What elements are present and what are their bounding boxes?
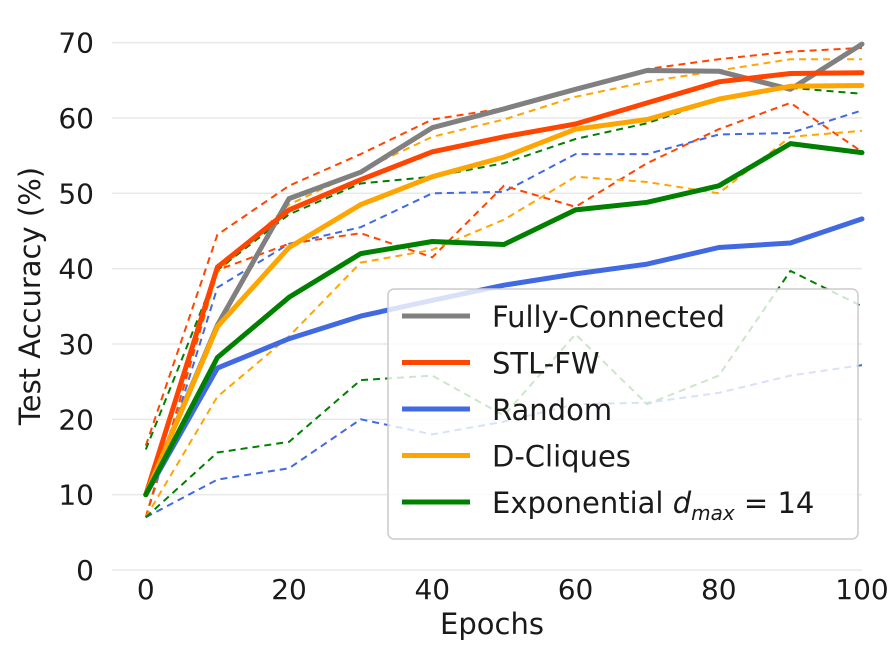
legend-label-d-cliques: D-Cliques [492,440,631,474]
y-tick-10: 10 [58,479,94,512]
series-exponential-line [143,141,865,498]
x-tick-60: 60 [558,573,594,606]
upper-bound-lines [144,46,863,518]
y-tick-70: 70 [58,27,94,60]
series-lines [143,41,865,498]
x-tick-80: 80 [701,573,737,606]
x-tick-100: 100 [835,573,888,606]
x-tick-40: 40 [414,573,450,606]
x-tick-0: 0 [137,573,155,606]
y-tick-50: 50 [58,177,94,210]
legend-items: Fully-Connected STL-FW Random D-Cliques Expo… [402,300,814,525]
x-axis-label: Epochs [440,607,544,641]
series-d-cliques-upper [144,58,862,518]
series-random-line [143,216,865,498]
x-tick-labels: 0 20 40 60 80 100 [137,573,889,606]
y-tick-0: 0 [76,554,94,587]
y-tick-30: 30 [58,328,94,361]
y-tick-60: 60 [58,102,94,135]
series-stl-fw-line [143,70,865,498]
x-tick-20: 20 [271,573,307,606]
legend-label-exponential: Exponential dmax = 14 [492,486,814,525]
legend-label-fully-connected: Fully-Connected [492,300,725,334]
series-exponential-upper [144,86,863,450]
series-stl-fw-upper [144,46,863,447]
legend-label-stl-fw: STL-FW [492,347,600,381]
legend-label-random: Random [492,393,612,427]
series-d-cliques-line [143,83,865,498]
y-tick-labels: 0 10 20 30 40 50 60 70 [58,27,94,587]
legend-box [387,288,859,540]
legend: Fully-Connected STL-FW Random D-Cliques Expo… [387,288,859,540]
y-tick-20: 20 [58,403,94,436]
y-axis-label: Test Accuracy (%) [13,167,47,426]
y-tick-40: 40 [58,253,94,286]
series-stl-fw-lower [144,101,863,518]
